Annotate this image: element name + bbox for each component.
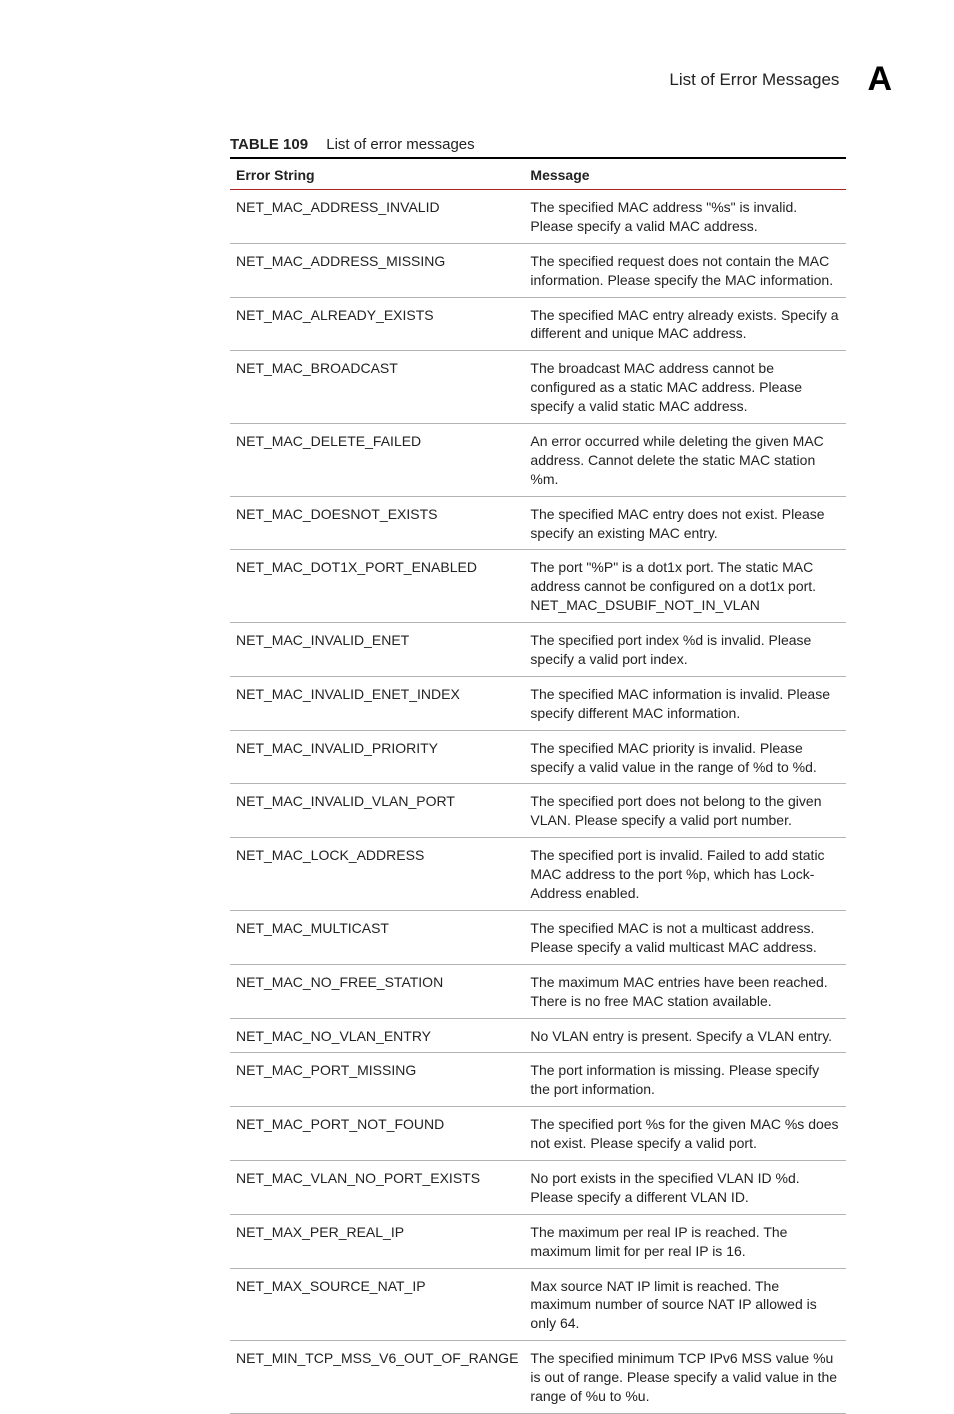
error-string-cell: NET_MAC_INVALID_ENET [230,623,524,677]
table-body: NET_MAC_ADDRESS_INVALIDThe specified MAC… [230,190,846,1414]
table-row: NET_MAC_INVALID_ENET_INDEXThe specified … [230,676,846,730]
message-cell: The specified MAC information is invalid… [524,676,846,730]
message-cell: The specified port index %d is invalid. … [524,623,846,677]
table-row: NET_MAC_ADDRESS_MISSINGThe specified req… [230,243,846,297]
table-row: NET_MAC_MULTICASTThe specified MAC is no… [230,910,846,964]
message-cell: The specified MAC priority is invalid. P… [524,730,846,784]
table-row: NET_MAC_DELETE_FAILEDAn error occurred w… [230,424,846,497]
message-cell: The specified MAC is not a multicast add… [524,910,846,964]
table-caption: TABLE 109 List of error messages [230,136,846,153]
table-number-label: TABLE 109 [230,136,308,153]
table-caption-text: List of error messages [326,136,474,153]
table-row: NET_MAC_DOT1X_PORT_ENABLEDThe port "%P" … [230,550,846,623]
error-string-cell: NET_MAC_DOESNOT_EXISTS [230,496,524,550]
error-string-cell: NET_MAC_LOCK_ADDRESS [230,838,524,911]
message-cell: The port "%P" is a dot1x port. The stati… [524,550,846,623]
message-cell: No port exists in the specified VLAN ID … [524,1160,846,1214]
message-cell: The specified MAC address "%s" is invali… [524,190,846,244]
table-row: NET_MAC_PORT_MISSINGThe port information… [230,1053,846,1107]
table-row: NET_MAC_VLAN_NO_PORT_EXISTSNo port exist… [230,1160,846,1214]
table-row: NET_MAC_INVALID_ENETThe specified port i… [230,623,846,677]
error-string-cell: NET_MAC_NO_VLAN_ENTRY [230,1018,524,1053]
table-row: NET_MAC_INVALID_PRIORITYThe specified MA… [230,730,846,784]
table-row: NET_MAC_INVALID_VLAN_PORTThe specified p… [230,784,846,838]
appendix-letter: A [867,60,892,99]
table-row: NET_MAC_LOCK_ADDRESSThe specified port i… [230,838,846,911]
error-string-cell: NET_MAC_ADDRESS_INVALID [230,190,524,244]
page-header: List of Error Messages A [669,60,892,99]
message-cell: The port information is missing. Please … [524,1053,846,1107]
table-row: NET_MAX_SOURCE_NAT_IPMax source NAT IP l… [230,1268,846,1341]
error-string-cell: NET_MAC_ALREADY_EXISTS [230,297,524,351]
error-messages-table: Error String Message NET_MAC_ADDRESS_INV… [230,157,846,1414]
error-string-cell: NET_MIN_TCP_MSS_V6_OUT_OF_RANGE [230,1341,524,1414]
error-string-cell: NET_MAC_VLAN_NO_PORT_EXISTS [230,1160,524,1214]
table-header-row: Error String Message [230,158,846,190]
message-cell: The specified minimum TCP IPv6 MSS value… [524,1341,846,1414]
section-title: List of Error Messages [669,70,839,90]
document-page: List of Error Messages A TABLE 109 List … [0,0,954,1235]
message-cell: The broadcast MAC address cannot be conf… [524,351,846,424]
table-row: NET_MAC_ALREADY_EXISTSThe specified MAC … [230,297,846,351]
table-row: NET_MAC_NO_FREE_STATIONThe maximum MAC e… [230,964,846,1018]
table-row: NET_MAC_DOESNOT_EXISTSThe specified MAC … [230,496,846,550]
message-cell: An error occurred while deleting the giv… [524,424,846,497]
error-string-cell: NET_MAC_DELETE_FAILED [230,424,524,497]
main-content: TABLE 109 List of error messages Error S… [230,136,846,1414]
message-cell: The specified port is invalid. Failed to… [524,838,846,911]
table-row: NET_MAX_PER_REAL_IPThe maximum per real … [230,1214,846,1268]
error-string-cell: NET_MAC_MULTICAST [230,910,524,964]
error-string-cell: NET_MAC_ADDRESS_MISSING [230,243,524,297]
table-row: NET_MAC_BROADCASTThe broadcast MAC addre… [230,351,846,424]
message-cell: No VLAN entry is present. Specify a VLAN… [524,1018,846,1053]
error-string-cell: NET_MAX_SOURCE_NAT_IP [230,1268,524,1341]
table-row: NET_MAC_PORT_NOT_FOUNDThe specified port… [230,1107,846,1161]
message-cell: The maximum per real IP is reached. The … [524,1214,846,1268]
message-cell: The specified request does not contain t… [524,243,846,297]
error-string-cell: NET_MAC_INVALID_ENET_INDEX [230,676,524,730]
table-row: NET_MAC_ADDRESS_INVALIDThe specified MAC… [230,190,846,244]
error-string-cell: NET_MAC_INVALID_VLAN_PORT [230,784,524,838]
error-string-cell: NET_MAC_DOT1X_PORT_ENABLED [230,550,524,623]
table-row: NET_MAC_NO_VLAN_ENTRYNo VLAN entry is pr… [230,1018,846,1053]
column-header-message: Message [524,158,846,190]
message-cell: The specified port does not belong to th… [524,784,846,838]
message-cell: The specified port %s for the given MAC … [524,1107,846,1161]
message-cell: Max source NAT IP limit is reached. The … [524,1268,846,1341]
column-header-error-string: Error String [230,158,524,190]
error-string-cell: NET_MAC_INVALID_PRIORITY [230,730,524,784]
table-row: NET_MIN_TCP_MSS_V6_OUT_OF_RANGEThe speci… [230,1341,846,1414]
error-string-cell: NET_MAC_NO_FREE_STATION [230,964,524,1018]
message-cell: The specified MAC entry does not exist. … [524,496,846,550]
error-string-cell: NET_MAC_PORT_MISSING [230,1053,524,1107]
error-string-cell: NET_MAC_PORT_NOT_FOUND [230,1107,524,1161]
message-cell: The maximum MAC entries have been reache… [524,964,846,1018]
error-string-cell: NET_MAX_PER_REAL_IP [230,1214,524,1268]
message-cell: The specified MAC entry already exists. … [524,297,846,351]
error-string-cell: NET_MAC_BROADCAST [230,351,524,424]
